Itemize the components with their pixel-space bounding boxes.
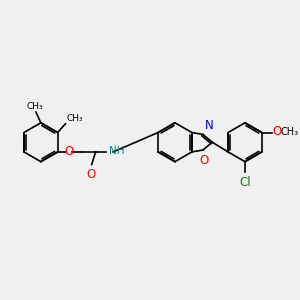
Text: O: O (199, 154, 208, 167)
Text: O: O (86, 169, 95, 182)
Text: NH: NH (109, 146, 125, 156)
Text: O: O (272, 125, 282, 138)
Text: N: N (205, 118, 214, 131)
Text: CH₃: CH₃ (27, 102, 43, 111)
Text: CH₃: CH₃ (280, 127, 298, 136)
Text: O: O (65, 146, 74, 158)
Text: CH₃: CH₃ (66, 114, 83, 123)
Text: Cl: Cl (239, 176, 251, 189)
